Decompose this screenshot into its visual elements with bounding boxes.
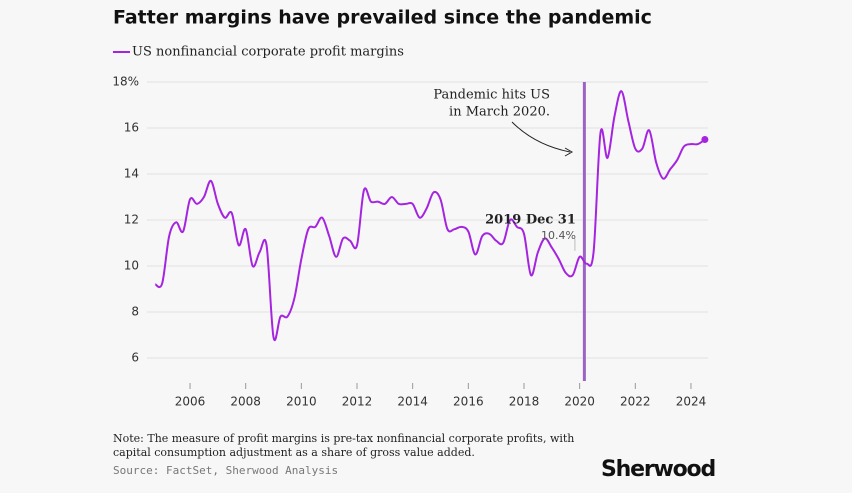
brand-logo: Sherwood bbox=[601, 457, 715, 482]
x-tick-label: 2020 bbox=[564, 395, 595, 409]
event-label: Pandemic hits US bbox=[433, 88, 550, 103]
y-tick-label: 6 bbox=[131, 351, 139, 365]
x-tick-label: 2018 bbox=[509, 395, 540, 409]
line bbox=[154, 90, 706, 341]
source: Source: FactSet, Sherwood Analysis bbox=[113, 464, 338, 477]
y-tick-label: 16 bbox=[124, 121, 139, 135]
legend-label: US nonfinancial corporate profit margins bbox=[132, 45, 404, 60]
tooltip-date: 2019 Dec 31 bbox=[485, 213, 576, 228]
x-tick-label: 2016 bbox=[453, 395, 484, 409]
event-arrow bbox=[511, 121, 571, 153]
event-label: in March 2020. bbox=[449, 105, 550, 120]
y-tick-label: 10 bbox=[124, 259, 139, 273]
chart-title: Fatter margins have prevailed since the … bbox=[113, 7, 652, 29]
y-tick-label: 8 bbox=[131, 305, 139, 319]
y-tick-label: 12 bbox=[124, 213, 139, 227]
note: capital consumption adjustment as a shar… bbox=[113, 446, 475, 459]
x-tick-label: 2006 bbox=[175, 395, 206, 409]
x-tick-label: 2012 bbox=[342, 395, 373, 409]
x-tick-label: 2022 bbox=[620, 395, 651, 409]
x-tick-label: 2014 bbox=[397, 395, 428, 409]
y-tick-label: 14 bbox=[124, 167, 139, 181]
x-tick-label: 2024 bbox=[676, 395, 707, 409]
tooltip-value: 10.4% bbox=[541, 229, 576, 242]
end-point bbox=[701, 136, 709, 143]
y-tick-label: 18% bbox=[112, 75, 139, 89]
x-tick-label: 2008 bbox=[230, 395, 261, 409]
x-tick-label: 2010 bbox=[286, 395, 317, 409]
note: Note: The measure of profit margins is p… bbox=[113, 432, 574, 445]
event-arrowhead bbox=[564, 147, 574, 157]
